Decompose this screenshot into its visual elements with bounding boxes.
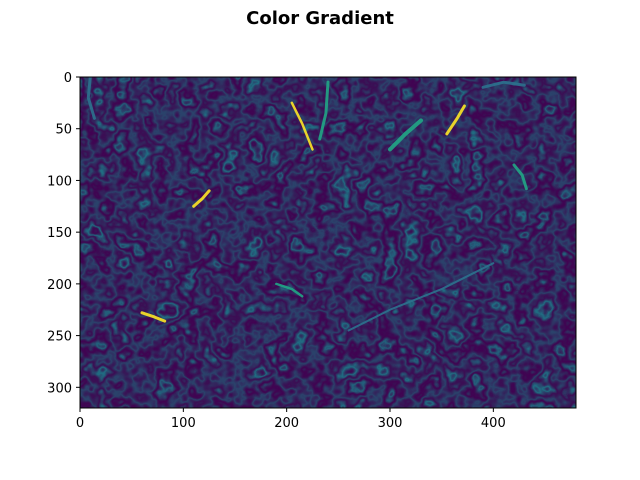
heatmap-ridge [192, 189, 211, 208]
chart-title: Color Gradient [246, 8, 394, 29]
heatmap-ridge [388, 118, 423, 152]
x-tick-label: 200 [274, 416, 299, 431]
x-tick-label: 0 [76, 416, 84, 431]
x-tick-label: 100 [171, 416, 196, 431]
x-tick-label: 400 [481, 416, 506, 431]
heatmap-texture [80, 77, 576, 408]
heatmap-ridge [512, 163, 528, 191]
y-tick-label: 50 [55, 123, 72, 138]
y-tick-label: 300 [47, 381, 72, 396]
y-tick-label: 200 [47, 278, 72, 293]
x-tick-label: 300 [378, 416, 403, 431]
heatmap-ridge [290, 101, 314, 151]
heatmap-ridge [347, 262, 495, 332]
heatmap-highlights [86, 77, 528, 332]
y-axis: 0 50 100 150 200 250 300 [47, 71, 80, 396]
y-tick-label: 250 [47, 330, 72, 345]
heatmap-ridge [140, 311, 167, 323]
heatmap-ridge [445, 104, 466, 136]
heatmap-ridge [481, 80, 526, 89]
plot-area [80, 77, 576, 408]
plot-frame [79, 76, 577, 409]
y-tick-label: 0 [64, 71, 72, 86]
y-tick-label: 150 [47, 226, 72, 241]
heatmap-ridge [275, 282, 304, 298]
x-axis: 0 100 200 300 400 [76, 408, 506, 431]
heatmap-ridge [318, 80, 330, 141]
heatmap-ridge [86, 77, 96, 120]
y-tick-label: 100 [47, 174, 72, 189]
